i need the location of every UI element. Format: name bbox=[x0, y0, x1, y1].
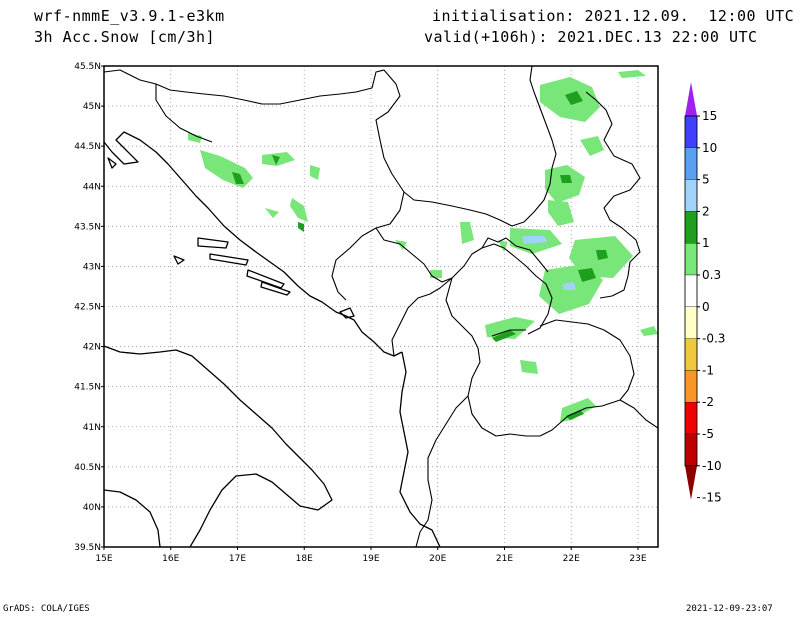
lon-tick-label: 16E bbox=[162, 554, 179, 564]
colorbar-label: 0 bbox=[702, 300, 710, 314]
lat-tick-label: 41N bbox=[83, 423, 101, 433]
colorbar-segment bbox=[684, 115, 698, 148]
lat-tick-label: 42.5N bbox=[74, 303, 101, 313]
lat-tick-label: 40N bbox=[83, 503, 101, 513]
lat-tick-label: 42N bbox=[83, 343, 101, 353]
map-grid: 15E 16E 17E 18E 19E 20E 21E 22E 23E 45.5N 45N 44.5N… bbox=[74, 62, 658, 564]
colorbar-label: 10 bbox=[702, 141, 717, 155]
lat-tick-label: 39.5N bbox=[74, 543, 101, 553]
model-title: wrf-nmmE_v3.9.1-e3km bbox=[34, 7, 225, 25]
colorbar-segment bbox=[684, 147, 698, 180]
lon-tick-label: 15E bbox=[95, 554, 112, 564]
colorbar-bottom-arrow bbox=[685, 465, 697, 500]
lon-tick-label: 17E bbox=[229, 554, 246, 564]
footer-credit: GrADS: COLA/IGES bbox=[3, 604, 90, 614]
colorbar-label: -0.3 bbox=[702, 332, 725, 346]
colorbar-label: 2 bbox=[702, 204, 710, 218]
colorbar-segment bbox=[684, 211, 698, 244]
lon-tick-label: 23E bbox=[629, 554, 646, 564]
snow-moderate-areas bbox=[232, 91, 608, 420]
lat-tick-label: 43N bbox=[83, 262, 101, 272]
country-borders bbox=[104, 66, 658, 547]
colorbar-segment bbox=[684, 306, 698, 339]
coastlines bbox=[104, 131, 441, 547]
lat-tick-label: 40.5N bbox=[74, 463, 101, 473]
colorbar-label: 5 bbox=[702, 173, 710, 187]
colorbar-label: 1 bbox=[702, 236, 710, 250]
colorbar-label: -2 bbox=[702, 395, 714, 409]
lat-tick-label: 41.5N bbox=[74, 383, 101, 393]
colorbar-segment bbox=[684, 243, 698, 276]
colorbar-label: -15 bbox=[702, 491, 722, 505]
map-frame bbox=[103, 65, 659, 548]
footer-timestamp: 2021-12-09-23:07 bbox=[686, 604, 773, 614]
snow-heavy-areas bbox=[522, 236, 576, 290]
colorbar-top-arrow bbox=[685, 82, 697, 116]
colorbar-segment bbox=[684, 433, 698, 466]
lat-tick-label: 44.5N bbox=[74, 142, 101, 152]
colorbar-segment bbox=[684, 179, 698, 212]
colorbar-segment bbox=[684, 338, 698, 371]
valid-time: valid(+106h): 2021.DEC.13 22:00 UTC bbox=[424, 28, 758, 46]
lon-tick-label: 22E bbox=[563, 554, 580, 564]
colorbar-label: -5 bbox=[702, 427, 714, 441]
lon-tick-label: 18E bbox=[296, 554, 313, 564]
lon-tick-label: 20E bbox=[429, 554, 446, 564]
colorbar-frame bbox=[684, 115, 698, 467]
colorbar-label: 15 bbox=[702, 109, 717, 123]
lon-tick-label: 21E bbox=[496, 554, 513, 564]
lat-tick-label: 44N bbox=[83, 182, 101, 192]
lat-tick-label: 43.5N bbox=[74, 222, 101, 232]
colorbar-label: 0.3 bbox=[702, 268, 721, 282]
colorbar-segment bbox=[684, 402, 698, 435]
lat-tick-label: 45N bbox=[83, 102, 101, 112]
colorbar-label: -10 bbox=[702, 459, 722, 473]
field-title: 3h Acc.Snow [cm/3h] bbox=[34, 28, 216, 46]
colorbar-label: -1 bbox=[702, 363, 714, 377]
map-content bbox=[104, 66, 658, 547]
init-time: initialisation: 2021.12.09. 12:00 UTC bbox=[432, 7, 795, 25]
lat-tick-label: 45.5N bbox=[74, 62, 101, 72]
snow-light-areas bbox=[188, 70, 658, 422]
lon-tick-label: 19E bbox=[362, 554, 379, 564]
colorbar: 15 10 5 2 1 0.3 0 -0.3 -1 -2 -5 -10 -15 bbox=[684, 82, 725, 505]
colorbar-segment bbox=[684, 274, 698, 307]
colorbar-segment bbox=[684, 370, 698, 403]
